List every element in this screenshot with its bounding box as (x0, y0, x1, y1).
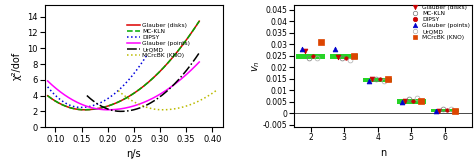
Y-axis label: χ²/dof: χ²/dof (11, 52, 21, 80)
Y-axis label: $v_n$: $v_n$ (250, 60, 262, 72)
X-axis label: η/s: η/s (127, 149, 141, 159)
X-axis label: n: n (380, 148, 386, 158)
Legend: Glauber (disks), MC-KLN, DIPSY, Glauber (points), UrQMD, MCrcBK (KNO): Glauber (disks), MC-KLN, DIPSY, Glauber … (127, 22, 191, 58)
Legend: Glauber (disks), MC-KLN, DIPSY, Glauber (points), UrQMD, MCrcBK (KNO): Glauber (disks), MC-KLN, DIPSY, Glauber … (409, 5, 471, 40)
